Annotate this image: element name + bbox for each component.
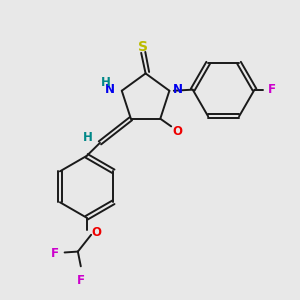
Text: H: H — [100, 76, 110, 89]
Text: O: O — [172, 125, 182, 138]
Text: N: N — [105, 83, 115, 96]
Text: N: N — [173, 83, 183, 96]
Text: F: F — [51, 248, 59, 260]
Text: F: F — [268, 83, 276, 96]
Text: S: S — [138, 40, 148, 54]
Text: O: O — [91, 226, 101, 239]
Text: H: H — [83, 131, 93, 144]
Text: F: F — [77, 274, 85, 287]
